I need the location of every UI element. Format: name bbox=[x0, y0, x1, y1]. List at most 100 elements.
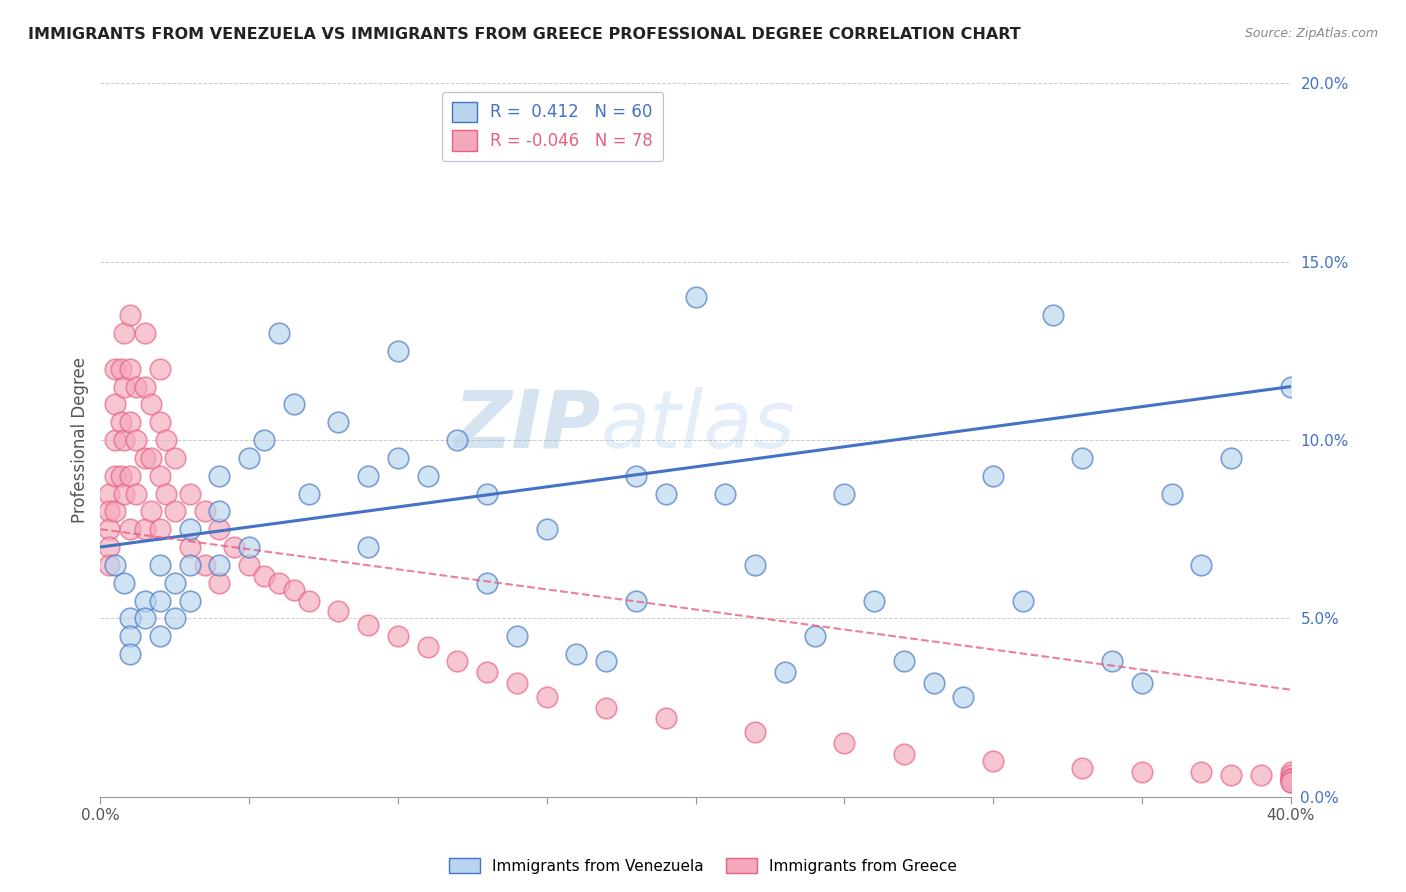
Point bbox=[1279, 772, 1302, 786]
Point bbox=[110, 361, 132, 376]
Point bbox=[387, 343, 409, 358]
Point bbox=[477, 486, 499, 500]
Point bbox=[125, 433, 148, 447]
Point bbox=[685, 290, 707, 304]
Point bbox=[328, 415, 350, 429]
Point bbox=[208, 468, 231, 483]
Legend: R =  0.412   N = 60, R = -0.046   N = 78: R = 0.412 N = 60, R = -0.046 N = 78 bbox=[441, 92, 664, 161]
Point bbox=[1250, 768, 1272, 782]
Point bbox=[120, 629, 142, 643]
Point bbox=[163, 504, 186, 518]
Point bbox=[238, 558, 260, 572]
Point bbox=[104, 558, 127, 572]
Point bbox=[112, 575, 135, 590]
Point bbox=[1279, 379, 1302, 393]
Text: IMMIGRANTS FROM VENEZUELA VS IMMIGRANTS FROM GREECE PROFESSIONAL DEGREE CORRELAT: IMMIGRANTS FROM VENEZUELA VS IMMIGRANTS … bbox=[28, 27, 1021, 42]
Point bbox=[357, 540, 380, 554]
Point bbox=[328, 604, 350, 618]
Point bbox=[98, 540, 121, 554]
Point bbox=[416, 640, 439, 654]
Point bbox=[387, 629, 409, 643]
Y-axis label: Professional Degree: Professional Degree bbox=[72, 357, 89, 523]
Point bbox=[104, 433, 127, 447]
Point bbox=[193, 558, 215, 572]
Point bbox=[1191, 558, 1213, 572]
Point bbox=[773, 665, 796, 679]
Text: ZIP: ZIP bbox=[453, 387, 600, 465]
Point bbox=[149, 361, 172, 376]
Point bbox=[1279, 775, 1302, 789]
Point bbox=[179, 558, 201, 572]
Point bbox=[149, 415, 172, 429]
Point bbox=[208, 575, 231, 590]
Point bbox=[112, 379, 135, 393]
Point bbox=[803, 629, 825, 643]
Point bbox=[110, 415, 132, 429]
Point bbox=[112, 433, 135, 447]
Point bbox=[120, 361, 142, 376]
Point bbox=[163, 575, 186, 590]
Point bbox=[834, 736, 856, 750]
Point bbox=[1279, 772, 1302, 786]
Point bbox=[104, 504, 127, 518]
Point bbox=[134, 593, 156, 607]
Point bbox=[134, 326, 156, 340]
Point bbox=[506, 629, 529, 643]
Point bbox=[446, 433, 468, 447]
Point bbox=[193, 504, 215, 518]
Point bbox=[1279, 768, 1302, 782]
Point bbox=[139, 397, 162, 411]
Point bbox=[595, 654, 617, 668]
Point bbox=[714, 486, 737, 500]
Point bbox=[536, 690, 558, 704]
Point bbox=[1101, 654, 1123, 668]
Point bbox=[98, 558, 121, 572]
Point bbox=[139, 504, 162, 518]
Point bbox=[104, 468, 127, 483]
Point bbox=[134, 450, 156, 465]
Point bbox=[253, 433, 276, 447]
Point bbox=[149, 629, 172, 643]
Point bbox=[922, 675, 945, 690]
Point bbox=[1071, 450, 1094, 465]
Point bbox=[163, 450, 186, 465]
Legend: Immigrants from Venezuela, Immigrants from Greece: Immigrants from Venezuela, Immigrants fr… bbox=[443, 852, 963, 880]
Point bbox=[655, 711, 678, 725]
Point bbox=[208, 522, 231, 536]
Point bbox=[238, 450, 260, 465]
Point bbox=[1012, 593, 1035, 607]
Point bbox=[120, 468, 142, 483]
Point bbox=[1042, 308, 1064, 322]
Point bbox=[283, 582, 305, 597]
Point bbox=[834, 486, 856, 500]
Point bbox=[952, 690, 974, 704]
Point bbox=[744, 725, 766, 739]
Point bbox=[298, 486, 321, 500]
Point bbox=[139, 450, 162, 465]
Point bbox=[149, 468, 172, 483]
Point bbox=[595, 700, 617, 714]
Point bbox=[179, 540, 201, 554]
Point bbox=[1220, 768, 1243, 782]
Point bbox=[1279, 764, 1302, 779]
Point bbox=[981, 754, 1004, 768]
Point bbox=[1191, 764, 1213, 779]
Point bbox=[120, 522, 142, 536]
Point bbox=[120, 611, 142, 625]
Point bbox=[120, 647, 142, 661]
Point bbox=[98, 522, 121, 536]
Point bbox=[155, 433, 177, 447]
Point bbox=[1220, 450, 1243, 465]
Point bbox=[112, 326, 135, 340]
Point bbox=[98, 486, 121, 500]
Point bbox=[125, 379, 148, 393]
Point bbox=[149, 558, 172, 572]
Point bbox=[238, 540, 260, 554]
Point bbox=[98, 504, 121, 518]
Point bbox=[224, 540, 246, 554]
Point bbox=[1160, 486, 1182, 500]
Point bbox=[110, 468, 132, 483]
Point bbox=[565, 647, 588, 661]
Point bbox=[477, 575, 499, 590]
Point bbox=[112, 486, 135, 500]
